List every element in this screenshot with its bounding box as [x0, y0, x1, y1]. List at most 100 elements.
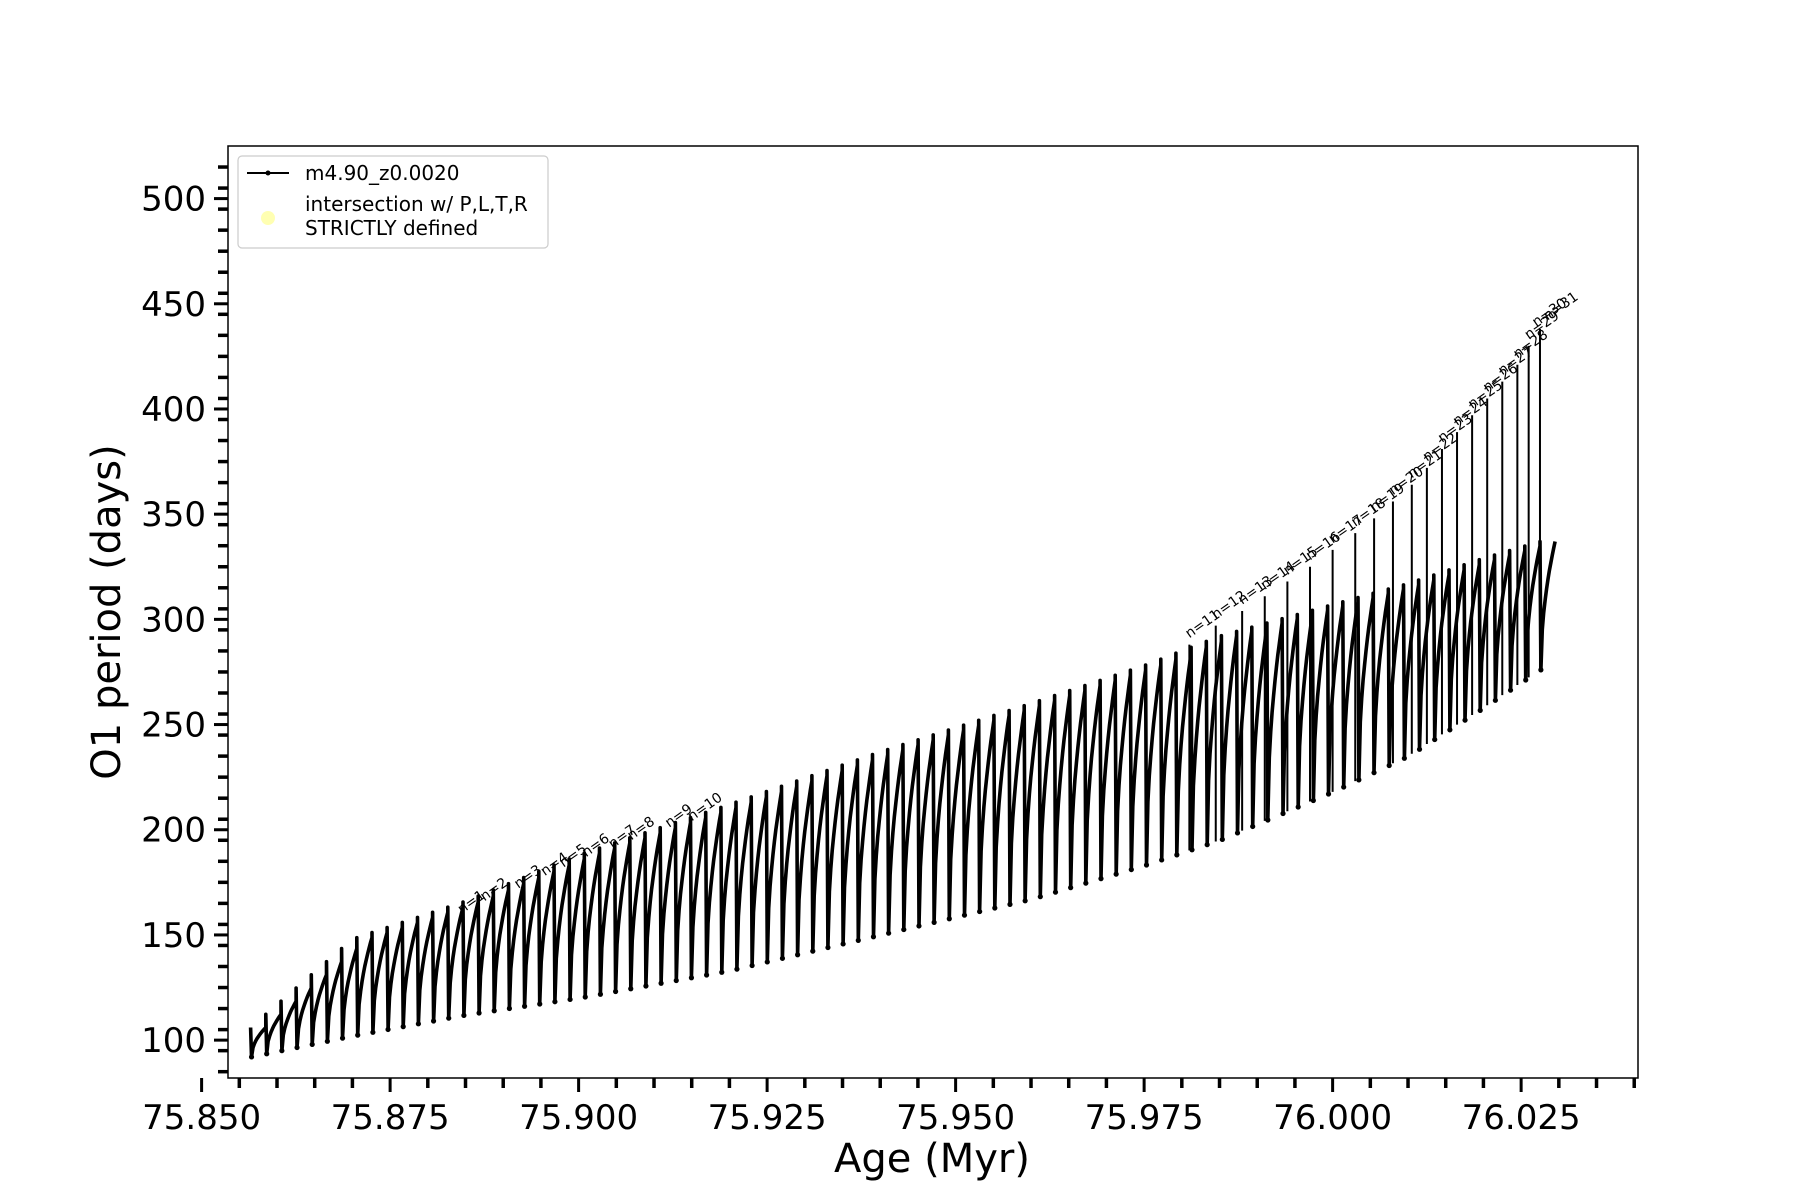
- series-point: [1052, 889, 1059, 895]
- series-point: [1432, 736, 1438, 743]
- series-point: [1416, 746, 1423, 752]
- x-tick-label: 75.875: [331, 1098, 450, 1138]
- series-point: [1022, 898, 1028, 904]
- series-point: [1341, 784, 1347, 790]
- x-tick-label: 76.000: [1273, 1098, 1392, 1138]
- series-point: [248, 1054, 255, 1060]
- plot-frame: [227, 145, 1639, 1079]
- series-point: [461, 1012, 467, 1018]
- series-point: [339, 1035, 346, 1041]
- y-tick-label: 500: [141, 180, 206, 220]
- x-tick-label: 76.025: [1462, 1098, 1581, 1138]
- series-point: [1068, 885, 1074, 891]
- series-point: [1492, 697, 1498, 703]
- series-point: [1325, 791, 1332, 797]
- series-point: [430, 1018, 437, 1024]
- series-point: [1447, 727, 1453, 733]
- series-point: [355, 1032, 361, 1038]
- series-point: [1128, 866, 1134, 873]
- series-point: [749, 962, 755, 969]
- series-point: [506, 1005, 513, 1012]
- series-point: [446, 1015, 452, 1021]
- series-point: [582, 994, 588, 1000]
- series-point: [537, 1001, 543, 1007]
- series-point: [673, 977, 679, 984]
- series-point: [1037, 894, 1043, 900]
- series-point: [1189, 847, 1195, 853]
- series-point: [628, 986, 634, 992]
- series-point: [643, 983, 649, 989]
- series-point: [597, 991, 604, 997]
- series-point: [1386, 762, 1392, 769]
- series-point: [552, 999, 558, 1005]
- x-tick-label: 75.975: [1085, 1098, 1204, 1138]
- x-tick-label: 75.925: [708, 1098, 827, 1138]
- series-point: [703, 972, 710, 978]
- series-point: [764, 959, 770, 965]
- y-tick-label: 450: [141, 285, 206, 325]
- series-point: [476, 1010, 482, 1016]
- series-point: [1523, 677, 1529, 683]
- series-point: [1174, 852, 1180, 858]
- series-point: [264, 1051, 270, 1057]
- series-layer: [248, 329, 1557, 1060]
- series-point: [719, 969, 725, 975]
- legend: m4.90_z0.0020 intersection w/ P,L,T,R ST…: [237, 155, 549, 249]
- series-point: [1477, 707, 1483, 713]
- series-point: [1159, 857, 1165, 863]
- series-point: [1113, 871, 1119, 877]
- series-point: [415, 1021, 421, 1027]
- series-point: [491, 1008, 497, 1014]
- y-tick-label: 350: [141, 495, 206, 535]
- x-tick-label: 75.900: [519, 1098, 638, 1138]
- y-axis-label: O1 period (days): [84, 444, 130, 779]
- series-point: [658, 980, 664, 986]
- series-point: [840, 941, 846, 947]
- series-point: [916, 923, 922, 929]
- series-point: [1098, 876, 1104, 882]
- series-point: [734, 966, 740, 972]
- series-point: [567, 996, 573, 1003]
- series-point: [977, 908, 983, 915]
- y-tick-label: 150: [141, 916, 206, 956]
- series-point: [779, 955, 786, 961]
- series-point: [324, 1038, 330, 1044]
- series-point: [795, 952, 801, 958]
- series-point: [688, 975, 695, 981]
- series-point: [855, 937, 861, 943]
- y-axis: 100 150 200 250 300 350 400 450 500: [141, 165, 228, 1074]
- series-point: [1401, 755, 1407, 761]
- series-point: [1143, 862, 1150, 868]
- x-tick-label: 75.950: [896, 1098, 1015, 1138]
- series-point: [1265, 817, 1271, 823]
- legend-entry-series: m4.90_z0.0020: [305, 161, 460, 185]
- series-point: [946, 916, 952, 922]
- y-tick-label: 400: [141, 390, 206, 430]
- legend-line-marker: [265, 170, 271, 176]
- series-point: [1538, 667, 1544, 673]
- series-point: [370, 1029, 376, 1035]
- series-point: [992, 905, 998, 911]
- series-point: [1462, 717, 1468, 723]
- series-point: [810, 948, 816, 954]
- legend-entry-intersection-line1: intersection w/ P,L,T,R: [305, 192, 528, 216]
- x-axis: 75.850 75.875 75.900 75.925 75.950 75.975 76.0…: [142, 1078, 1636, 1138]
- series-point: [1507, 687, 1514, 693]
- series-point: [1371, 770, 1377, 776]
- series-point: [870, 934, 877, 940]
- series-point: [961, 912, 968, 918]
- series-point: [1007, 901, 1013, 907]
- y-tick-label: 100: [141, 1021, 206, 1061]
- series-point: [279, 1048, 285, 1054]
- series-point: [612, 988, 619, 995]
- y-tick-label: 250: [141, 706, 206, 746]
- series-point: [1356, 777, 1362, 783]
- series-point: [385, 1026, 391, 1033]
- series-point: [309, 1041, 315, 1048]
- y-tick-label: 300: [141, 600, 206, 640]
- series-point: [825, 944, 831, 951]
- series-point: [1204, 842, 1210, 848]
- series-point: [931, 919, 937, 925]
- series-point: [1083, 880, 1089, 886]
